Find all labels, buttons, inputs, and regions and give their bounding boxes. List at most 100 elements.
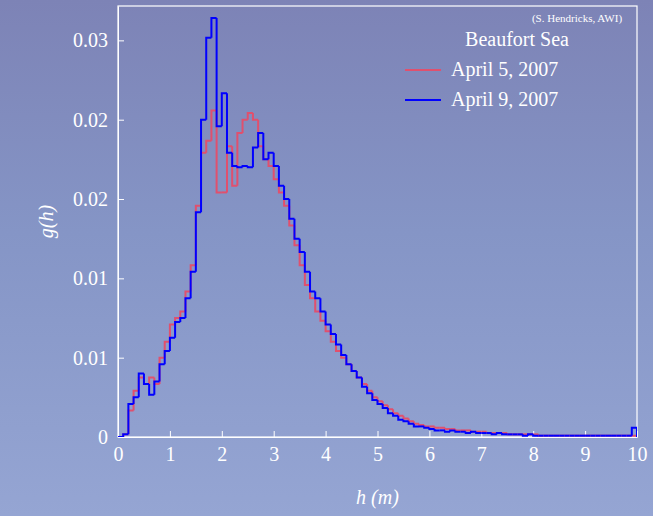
x-tick-label: 6: [425, 443, 435, 465]
histogram-step: [362, 378, 367, 387]
histogram-step: [372, 393, 377, 400]
histogram-step: [564, 435, 569, 437]
histogram-step: [616, 435, 621, 437]
histogram-step: [185, 298, 190, 318]
histogram-step: [201, 120, 206, 213]
histogram-step: [378, 400, 383, 404]
histogram-step: [128, 404, 133, 434]
histogram-step: [580, 435, 585, 437]
histogram-step: [403, 416, 408, 419]
y-tick: 0.03: [73, 29, 124, 51]
y-axis-line: [118, 7, 119, 438]
histogram-step: [357, 371, 362, 378]
x-tick-label: 8: [529, 443, 539, 465]
histogram-step: [393, 409, 398, 413]
y-tick: 0.01: [73, 267, 124, 289]
histogram-step: [611, 435, 616, 437]
x-tick: 10: [628, 431, 648, 465]
histogram-step: [279, 166, 284, 186]
histogram-step: [409, 418, 414, 421]
histogram-step: [585, 435, 590, 437]
histogram-step: [435, 426, 440, 427]
x-tick: 1: [165, 431, 175, 465]
x-tick-label: 9: [581, 443, 591, 465]
x-tick: 7: [477, 431, 487, 465]
histogram-step: [564, 435, 569, 437]
histogram-step: [253, 147, 258, 167]
x-tick-mark: [274, 431, 275, 437]
histogram-step: [274, 153, 279, 166]
legend-title: Beaufort Sea: [465, 28, 569, 50]
legend-label: April 9, 2007: [451, 88, 558, 111]
x-axis-line: [119, 437, 638, 438]
histogram-step: [419, 424, 424, 425]
histogram-step: [549, 435, 554, 437]
histogram-step: [554, 435, 559, 437]
histogram-step: [606, 435, 611, 437]
y-tick-mark: [118, 199, 124, 200]
histogram-step: [300, 239, 305, 252]
y-tick-mark: [118, 358, 124, 359]
y-tick: 0: [98, 426, 124, 448]
x-tick: 0: [114, 431, 124, 465]
histogram-step: [559, 435, 564, 437]
histogram-step: [502, 433, 507, 434]
histogram-step: [486, 432, 491, 433]
histogram-step: [398, 416, 403, 420]
histogram-step: [134, 397, 139, 404]
histogram-step: [424, 426, 429, 427]
histogram-step: [559, 435, 564, 437]
histogram-step: [310, 272, 315, 292]
histogram-step: [331, 325, 336, 334]
histogram-step: [601, 435, 606, 437]
histogram-step: [341, 344, 346, 355]
histogram-step: [424, 425, 429, 426]
histogram-step: [611, 435, 616, 437]
histogram-step: [435, 429, 440, 430]
histogram-step: [632, 428, 637, 437]
histogram-step: [606, 435, 611, 437]
legend: Beaufort SeaApril 5, 2007April 9, 2007: [405, 28, 569, 111]
histogram-step: [305, 252, 310, 272]
y-tick-mark: [118, 120, 124, 121]
histogram-step: [507, 433, 512, 435]
background: [0, 0, 653, 516]
histogram-step: [336, 334, 341, 345]
histogram-step: [409, 421, 414, 424]
histogram-step: [206, 38, 211, 120]
histogram-step: [590, 435, 595, 437]
histogram-step: [352, 364, 357, 371]
y-tick: 0.02: [73, 188, 124, 210]
histogram-step: [570, 435, 575, 437]
histogram-step: [123, 434, 128, 437]
y-tick: 0.01: [73, 347, 124, 369]
legend-swatch: [405, 99, 441, 101]
histogram-step: [154, 381, 159, 394]
histogram-step: [196, 212, 201, 271]
y-tick-label: 0.02: [73, 109, 108, 131]
histogram-step: [357, 371, 362, 378]
histogram-step: [455, 429, 460, 430]
histogram-step: [570, 435, 575, 437]
histogram-step: [512, 433, 517, 435]
x-tick-mark: [170, 431, 171, 437]
histogram-step: [403, 420, 408, 421]
histogram-step: [346, 355, 351, 364]
x-tick-label: 10: [628, 443, 648, 465]
histogram-step: [575, 435, 580, 437]
histogram-step: [616, 435, 621, 437]
y-tick-label: 0: [98, 426, 108, 448]
histogram-step: [191, 272, 196, 298]
x-tick-label: 7: [477, 443, 487, 465]
histogram-step: [393, 413, 398, 416]
x-tick-label: 4: [321, 443, 331, 465]
histogram-step: [294, 219, 299, 239]
histogram-step: [590, 435, 595, 437]
x-tick-label: 1: [165, 443, 175, 465]
histogram-step: [414, 421, 419, 424]
x-tick: 3: [269, 431, 279, 465]
histogram-step: [601, 435, 606, 437]
x-tick: 2: [217, 431, 227, 465]
histogram-step: [243, 120, 248, 133]
x-tick-mark: [637, 431, 638, 437]
